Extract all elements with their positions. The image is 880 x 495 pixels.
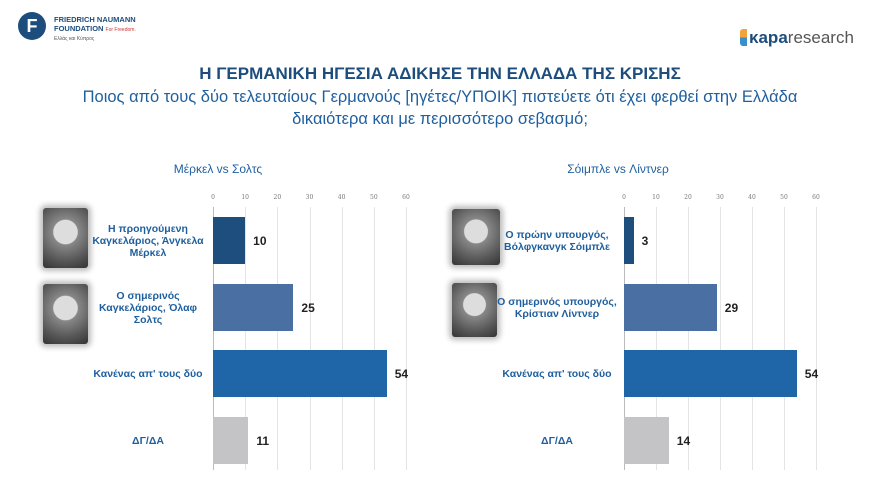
schaeuble-photo: [452, 209, 500, 265]
x-tick-label: 0: [622, 194, 626, 201]
y-axis-line: [624, 207, 625, 470]
x-tick-label: 20: [684, 194, 692, 201]
kapa-logo-icon: [740, 29, 747, 46]
y-axis-line: [213, 207, 214, 470]
fnf-logo: F FRIEDRICH NAUMANN FOUNDATION For Freed…: [18, 12, 148, 52]
x-tick-label: 10: [652, 194, 660, 201]
question-text: Ποιος από τους δύο τελευταίους Γερμανούς…: [82, 88, 798, 128]
bar-left-2: [213, 350, 387, 397]
fnf-tagline: For Freedom.: [105, 27, 136, 33]
fnf-name-1: FRIEDRICH NAUMANN: [54, 15, 136, 24]
x-tick-label: 60: [812, 194, 820, 201]
fnf-logo-text: FRIEDRICH NAUMANN FOUNDATION For Freedom…: [54, 15, 136, 35]
bar-right-0: [624, 217, 634, 264]
fnf-logo-icon: F: [18, 12, 46, 40]
kapa-research-logo: κaparesearch: [740, 28, 854, 50]
gridline: [816, 207, 817, 470]
gridline: [341, 207, 343, 470]
bar-right-3: [624, 417, 669, 464]
kapa-bold: κapa: [749, 28, 788, 47]
x-tick-label: 50: [780, 194, 788, 201]
gridline: [656, 207, 657, 470]
chart-title-left: Μέρκελ vs Σολτς: [173, 162, 263, 176]
bar-left-1: [213, 284, 294, 331]
x-tick-label: 40: [748, 194, 756, 201]
gridline: [784, 207, 785, 470]
gridline: [688, 207, 689, 470]
gridline: [752, 207, 753, 470]
category-label: Ο πρώην υπουργός, Βόλφγκανγκ Σόιμπλε: [504, 228, 610, 253]
data-label: 54: [394, 367, 409, 381]
x-tick-label: 10: [241, 194, 249, 201]
category-label: ΔΓ/ΔΑ: [132, 434, 164, 447]
category-label: Ο σημερινός υπουργός, Κρίστιαν Λίντνερ: [497, 295, 617, 320]
chart-title-right: Σόιμπλε vs Λίντνερ: [567, 162, 669, 176]
data-label: 10: [253, 234, 267, 248]
data-label: 11: [256, 434, 270, 448]
data-label: 3: [641, 234, 649, 248]
gridline: [406, 207, 407, 470]
x-tick-label: 30: [716, 194, 724, 201]
gridline: [720, 207, 721, 470]
data-label: 54: [804, 367, 819, 381]
merkel-photo: [43, 208, 88, 268]
x-tick-label: 20: [273, 194, 282, 201]
x-tick-label: 50: [370, 194, 378, 201]
gridline: [277, 207, 279, 470]
category-label: Ο σημερινός Καγκελάριος, Όλαφ Σολτς: [98, 289, 198, 326]
x-tick-label: 40: [337, 194, 346, 201]
fnf-region: Ελλάς και Κύπρος: [54, 36, 95, 42]
x-tick-label: 0: [211, 194, 215, 201]
fnf-name-2: FOUNDATION: [54, 24, 104, 33]
gridline: [245, 207, 247, 470]
data-label: 14: [676, 434, 691, 448]
kapa-rest: research: [787, 28, 854, 47]
category-label: Κανένας απ' τους δύο: [93, 367, 203, 380]
x-tick-label: 60: [402, 194, 410, 201]
data-label: 25: [301, 301, 315, 315]
lindner-photo: [452, 283, 497, 337]
data-label: 29: [724, 301, 739, 315]
bar-right-1: [624, 284, 717, 331]
scholz-photo: [43, 284, 88, 344]
category-label: ΔΓ/ΔΑ: [541, 434, 573, 447]
bar-left-3: [213, 417, 249, 464]
gridline: [373, 207, 375, 470]
x-tick-label: 30: [305, 194, 314, 201]
bar-left-0: [213, 217, 246, 264]
page-title: Η ΓΕΡΜΑΝΙΚΗ ΗΓΕΣΙΑ ΑΔΙΚΗΣΕ ΤΗΝ ΕΛΛΑΔΑ ΤΗ…: [199, 64, 681, 83]
category-label: Η προηγούμενη Καγκελάριος, Άνγκελα Μέρκε…: [92, 222, 204, 259]
gridline: [309, 207, 311, 470]
category-label: Κανένας απ' τους δύο: [502, 367, 612, 380]
bar-right-2: [624, 350, 797, 397]
